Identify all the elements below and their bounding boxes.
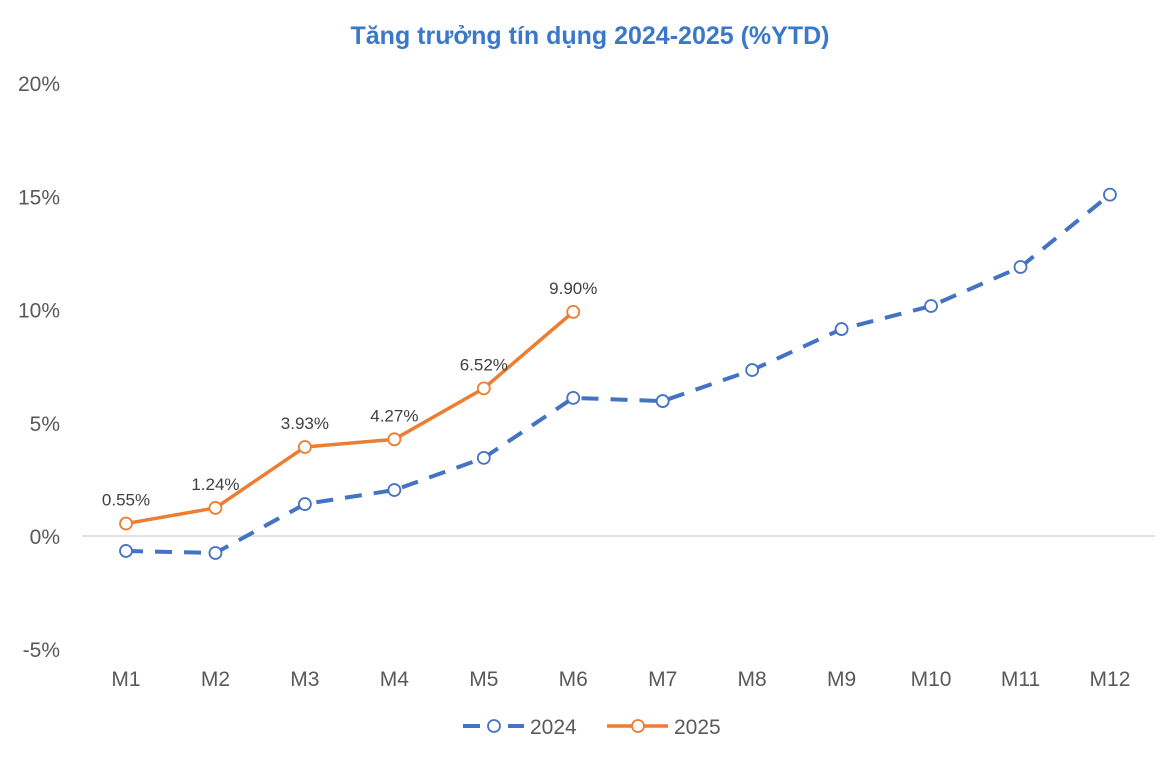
data-point-marker[interactable] bbox=[745, 363, 760, 377]
x-tick-label: M2 bbox=[201, 668, 230, 691]
data-label: 4.27% bbox=[370, 406, 418, 425]
legend-item-2024[interactable]: 2024 bbox=[463, 716, 577, 739]
y-tick-label: 0% bbox=[30, 526, 60, 549]
data-point-marker[interactable] bbox=[297, 497, 312, 511]
data-point-marker[interactable] bbox=[119, 516, 133, 531]
x-tick-label: M11 bbox=[1001, 668, 1040, 691]
series-line-2025 bbox=[125, 310, 575, 526]
legend-item-2025[interactable]: 2025 bbox=[607, 716, 721, 739]
series-2025: 0.55% 1.24% 3.93% 4.27% 6.52% 9.90% bbox=[102, 279, 597, 531]
series-2024 bbox=[119, 187, 1117, 560]
data-point-marker[interactable] bbox=[566, 304, 581, 319]
y-tick-label: -5% bbox=[23, 639, 60, 662]
data-label: 3.93% bbox=[281, 414, 329, 433]
y-tick-label: 10% bbox=[18, 300, 60, 323]
chart-title: Tăng trưởng tín dụng 2024-2025 (%YTD) bbox=[350, 22, 830, 50]
data-point-marker[interactable] bbox=[1013, 260, 1028, 274]
data-point-marker[interactable] bbox=[119, 544, 133, 558]
legend: 2024 2025 bbox=[463, 716, 721, 739]
x-tick-label: M9 bbox=[827, 668, 856, 691]
x-tick-label: M5 bbox=[469, 668, 498, 691]
data-label: 0.55% bbox=[102, 491, 150, 510]
data-point-marker[interactable] bbox=[655, 394, 670, 408]
legend-label-2025: 2025 bbox=[674, 716, 721, 739]
data-point-marker[interactable] bbox=[208, 546, 223, 560]
legend-label-2024: 2024 bbox=[530, 716, 577, 739]
y-tick-label: 20% bbox=[18, 73, 60, 96]
y-axis: 20% 15% 10% 5% 0% -5% bbox=[18, 73, 60, 662]
data-point-marker[interactable] bbox=[208, 501, 223, 515]
x-tick-label: M12 bbox=[1090, 668, 1131, 691]
data-point-marker[interactable] bbox=[924, 299, 938, 313]
x-tick-label: M8 bbox=[738, 668, 767, 691]
y-tick-label: 5% bbox=[30, 413, 60, 436]
data-point-marker[interactable] bbox=[297, 440, 312, 454]
series-line-2024 bbox=[125, 193, 1112, 555]
x-tick-label: M7 bbox=[648, 668, 677, 691]
y-tick-label: 15% bbox=[18, 186, 60, 209]
data-point-marker[interactable] bbox=[834, 322, 849, 336]
x-tick-label: M3 bbox=[290, 668, 319, 691]
data-label: 1.24% bbox=[191, 475, 239, 494]
data-label: 9.90% bbox=[549, 279, 597, 298]
legend-2025-marker-icon bbox=[631, 719, 645, 733]
data-label: 6.52% bbox=[460, 355, 508, 374]
data-point-marker[interactable] bbox=[387, 483, 402, 497]
x-tick-label: M6 bbox=[559, 668, 588, 691]
data-point-marker[interactable] bbox=[476, 381, 491, 396]
legend-2024-marker-icon bbox=[487, 719, 501, 733]
x-tick-label: M10 bbox=[911, 668, 952, 691]
x-axis: M1 M2 M3 M4 M5 M6 M7 M8 M9 M10 M11 M12 bbox=[111, 668, 1130, 691]
x-tick-label: M1 bbox=[111, 668, 140, 691]
x-tick-label: M4 bbox=[380, 668, 409, 691]
data-point-marker[interactable] bbox=[387, 432, 402, 447]
data-point-marker[interactable] bbox=[1103, 187, 1117, 202]
data-point-marker[interactable] bbox=[566, 390, 581, 405]
data-point-marker[interactable] bbox=[476, 450, 491, 465]
